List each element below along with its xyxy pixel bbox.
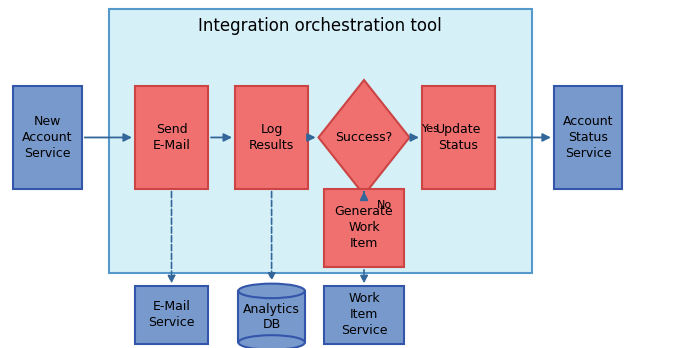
Text: New
Account
Service: New Account Service	[22, 115, 73, 160]
Text: Generate
Work
Item: Generate Work Item	[335, 205, 393, 251]
Text: Analytics
DB: Analytics DB	[243, 303, 300, 331]
Polygon shape	[318, 80, 409, 195]
Text: Account
Status
Service: Account Status Service	[563, 115, 613, 160]
FancyBboxPatch shape	[13, 86, 82, 189]
FancyBboxPatch shape	[554, 86, 622, 189]
Bar	[238, 291, 305, 342]
Text: Send
E-Mail: Send E-Mail	[153, 123, 190, 152]
Text: Update
Status: Update Status	[436, 123, 481, 152]
Ellipse shape	[238, 335, 305, 348]
Text: Integration orchestration tool: Integration orchestration tool	[198, 17, 442, 35]
FancyBboxPatch shape	[108, 9, 532, 273]
Text: E-Mail
Service: E-Mail Service	[148, 300, 195, 330]
FancyBboxPatch shape	[323, 286, 405, 344]
Text: Work
Item
Service: Work Item Service	[341, 292, 387, 338]
FancyBboxPatch shape	[134, 286, 209, 344]
FancyBboxPatch shape	[235, 86, 309, 189]
Text: Yes: Yes	[422, 124, 440, 134]
FancyBboxPatch shape	[134, 86, 209, 189]
Text: Log
Results: Log Results	[249, 123, 294, 152]
FancyBboxPatch shape	[323, 189, 405, 267]
Text: No: No	[377, 200, 392, 209]
Ellipse shape	[238, 284, 305, 298]
FancyBboxPatch shape	[421, 86, 496, 189]
Text: Success?: Success?	[335, 131, 393, 144]
